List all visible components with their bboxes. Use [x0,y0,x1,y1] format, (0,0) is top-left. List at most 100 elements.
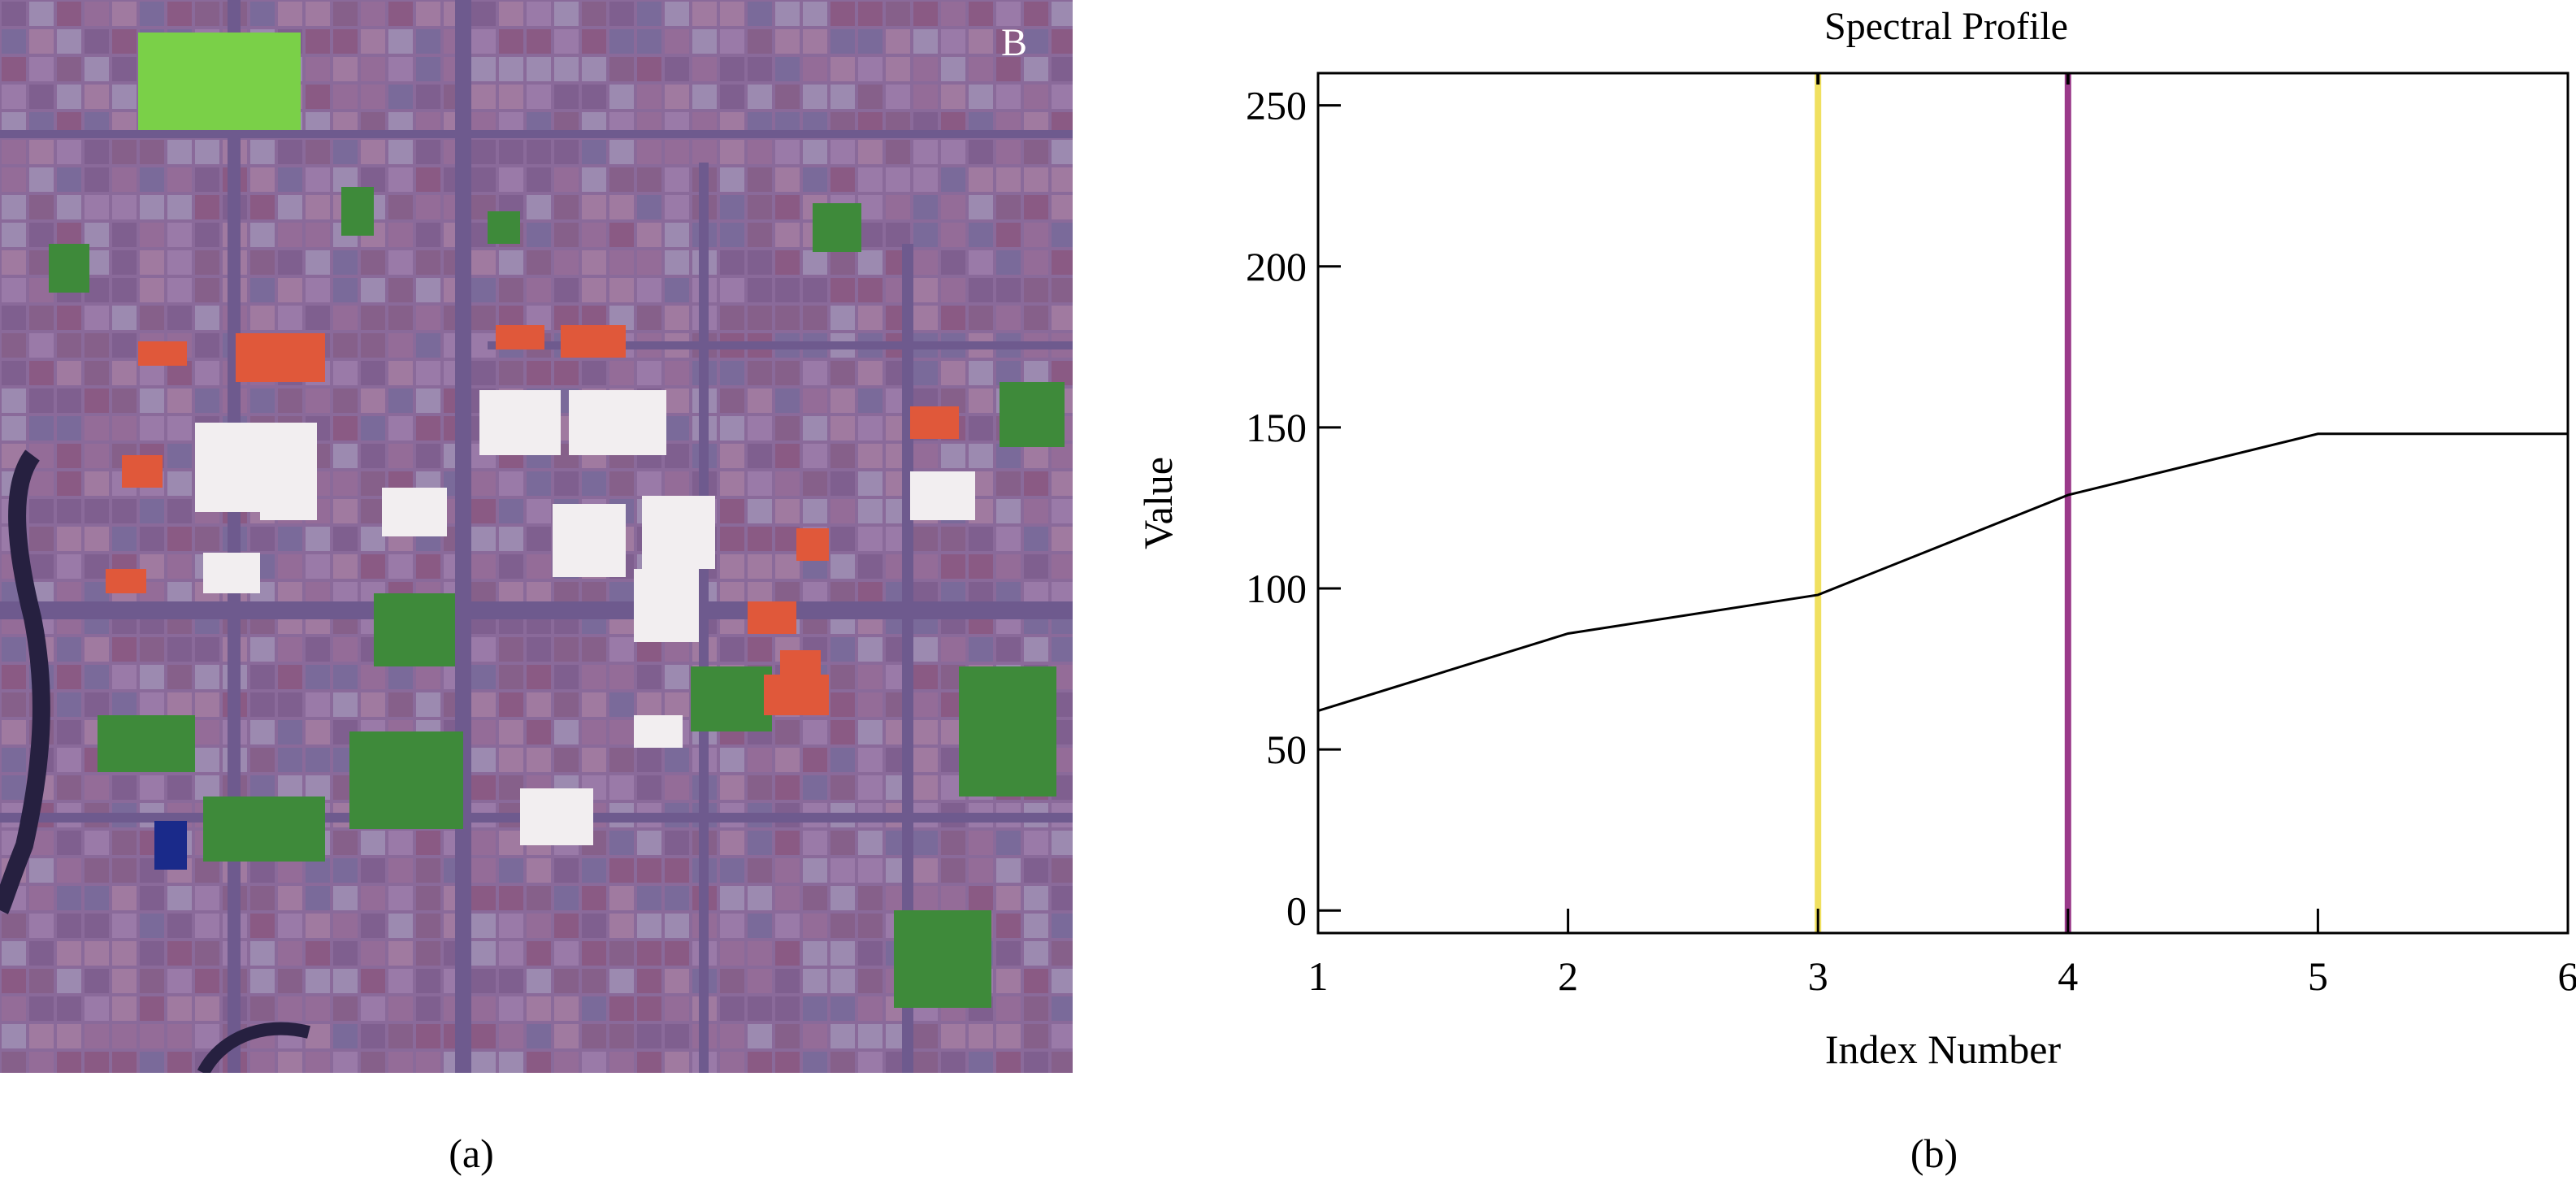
parcel [471,471,496,496]
parcel [527,223,551,247]
parcel [499,499,523,523]
parcel [969,388,993,413]
parcel [167,278,192,302]
parcel [250,140,275,164]
parcel [775,554,800,579]
parcel [2,941,26,966]
parcel [1024,499,1048,523]
parcel [167,665,192,689]
parcel [665,748,689,772]
parcel [112,140,137,164]
parcel [803,886,827,910]
parcel [941,554,965,579]
parcel [720,471,744,496]
parcel [361,996,385,1021]
parcel [416,886,440,910]
parcel [748,748,772,772]
parcel [85,1052,109,1073]
parcel [416,941,440,966]
parcel [388,306,413,330]
road [902,244,913,1073]
parcel [278,250,302,275]
parcel [775,29,800,54]
parcel [748,2,772,26]
parcel [195,748,219,772]
parcel [361,471,385,496]
parcel [140,1052,164,1073]
parcel [775,85,800,109]
parcel [57,167,81,192]
parcel [913,306,938,330]
parcel [748,969,772,993]
parcel [748,223,772,247]
parcel [775,775,800,800]
parcel [85,692,109,717]
parcel [361,886,385,910]
parcel [333,388,358,413]
parcel [1024,140,1048,164]
parcel [333,554,358,579]
parcel [167,1052,192,1073]
parcel [775,444,800,468]
parcel [609,941,634,966]
parcel [637,1024,661,1048]
parcel [1052,1052,1073,1073]
parcel [609,278,634,302]
parcel [57,886,81,910]
parcel [195,195,219,219]
parcel [167,527,192,551]
parcel [499,85,523,109]
parcel [1024,941,1048,966]
y-tick-label: 0 [1286,888,1307,933]
parcel [278,775,302,800]
parcel [112,388,137,413]
parcel [527,748,551,772]
parcel [941,2,965,26]
parcel [637,1052,661,1073]
parcel [996,527,1021,551]
parcel [969,167,993,192]
parcel [167,996,192,1021]
parcel [582,1052,606,1073]
parcel [333,831,358,855]
parcel [140,941,164,966]
parcel [29,499,54,523]
parcel [969,858,993,883]
parcel [527,914,551,938]
parcel [167,886,192,910]
parcel [471,2,496,26]
parcel [250,720,275,744]
parcel [416,665,440,689]
parcel [57,914,81,938]
parcel [637,278,661,302]
parcel [913,195,938,219]
parcel [85,527,109,551]
parcel [195,388,219,413]
parcel [57,996,81,1021]
parcel [57,775,81,800]
parcel [748,1052,772,1073]
parcel [1052,527,1073,551]
parcel [471,527,496,551]
parcel [278,527,302,551]
parcel [333,333,358,358]
parcel [1052,499,1073,523]
parcel [665,85,689,109]
parcel [361,140,385,164]
parcel [527,278,551,302]
parcel [195,858,219,883]
parcel [1024,278,1048,302]
parcel [527,499,551,523]
parcel [416,858,440,883]
parcel [858,941,883,966]
parcel [913,692,938,717]
parcel [250,637,275,662]
chart-title: Spectral Profile [1824,5,2068,48]
parcel [582,692,606,717]
red-roof [796,528,829,561]
parcel [609,831,634,855]
parcel [748,388,772,413]
parcel [306,748,330,772]
parcel [527,2,551,26]
parcel [167,554,192,579]
